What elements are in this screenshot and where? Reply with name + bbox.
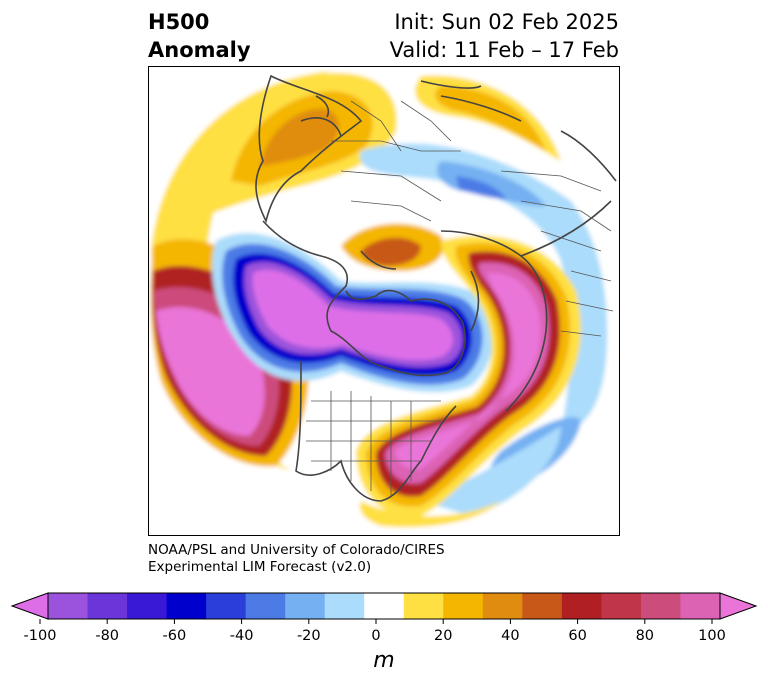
title-anomaly: Anomaly — [148, 38, 251, 62]
colorbar-cell — [245, 593, 286, 619]
colorbar-cell — [482, 593, 523, 619]
colorbar-tick-label: -100 — [24, 628, 57, 644]
anomaly-negative-east — [360, 143, 608, 431]
colorbar-extend-low — [10, 592, 49, 620]
colorbar-cell — [680, 593, 721, 619]
colorbar-cell — [324, 593, 365, 619]
colorbar-tick-label: 0 — [371, 628, 380, 644]
colorbar-svg: -100 -80 -60 -40 -20 0 20 40 60 80 100 — [10, 592, 758, 644]
colorbar-cell — [285, 593, 326, 619]
polar-map — [148, 66, 620, 536]
colorbar-extend-high — [719, 592, 758, 620]
init-date: Init: Sun 02 Feb 2025 — [394, 10, 619, 34]
map-title: H500 Anomaly — [148, 8, 251, 64]
title-variable: H500 — [148, 10, 210, 34]
colorbar-cell — [522, 593, 563, 619]
colorbar-border — [47, 592, 721, 620]
colorbar-cell — [48, 593, 89, 619]
colorbar-tick-label: -20 — [297, 628, 321, 644]
colorbar-tick-label: -60 — [163, 628, 187, 644]
colorbar-cell — [561, 593, 602, 619]
colorbar-cell — [601, 593, 642, 619]
credit-text: NOAA/PSL and University of Colorado/CIRE… — [148, 542, 445, 576]
colorbar-tick-label: 60 — [568, 628, 586, 644]
colorbar-cell — [403, 593, 444, 619]
credit-line-2: Experimental LIM Forecast (v2.0) — [148, 559, 372, 575]
colorbar-unit: m — [373, 648, 395, 673]
colorbar-tick-label: 40 — [501, 628, 519, 644]
forecast-dates: Init: Sun 02 Feb 2025 Valid: 11 Feb – 17… — [390, 8, 619, 64]
colorbar-cell — [206, 593, 247, 619]
coastlines — [255, 74, 617, 502]
colorbar-cell — [443, 593, 484, 619]
colorbar-tick-label: 80 — [636, 628, 654, 644]
credit-line-1: NOAA/PSL and University of Colorado/CIRE… — [148, 542, 445, 558]
colorbar-cell — [166, 593, 207, 619]
colorbar-cell — [127, 593, 168, 619]
colorbar-cells — [10, 592, 758, 620]
colorbar: -100 -80 -60 -40 -20 0 20 40 60 80 100 — [0, 586, 768, 686]
colorbar-tick-label: -80 — [95, 628, 119, 644]
colorbar-cell — [87, 593, 128, 619]
political-borders — [306, 100, 614, 496]
valid-range: Valid: 11 Feb – 17 Feb — [389, 38, 619, 62]
colorbar-cell — [640, 593, 681, 619]
colorbar-tick-label: 20 — [434, 628, 452, 644]
map-canvas — [149, 67, 619, 535]
colorbar-ticks: -100 -80 -60 -40 -20 0 20 40 60 80 100 — [24, 619, 726, 644]
colorbar-tick-label: 100 — [698, 628, 726, 644]
colorbar-tick-label: -40 — [230, 628, 254, 644]
colorbar-cell — [364, 593, 405, 619]
